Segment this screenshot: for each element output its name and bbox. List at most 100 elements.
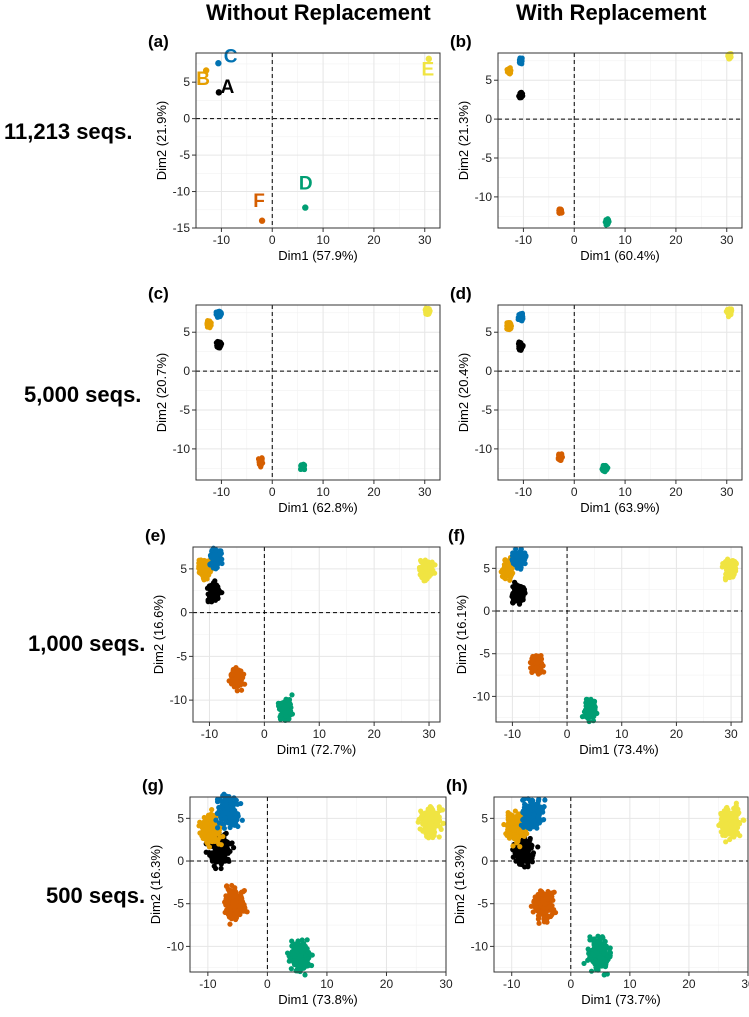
cluster-E (425, 55, 433, 63)
panel-label: (g) (142, 776, 164, 795)
x-tick-label: 20 (670, 727, 684, 741)
data-point-B (524, 831, 530, 837)
y-tick-label: 0 (485, 364, 492, 378)
y-tick-label: 5 (177, 811, 184, 825)
data-point-D (598, 936, 604, 942)
data-point-D (602, 957, 608, 963)
x-tick-label: -10 (213, 233, 231, 247)
y-tick-label: -15 (173, 221, 191, 235)
data-point-A (520, 850, 527, 857)
data-point-D (284, 697, 290, 703)
cluster-C (515, 310, 526, 324)
data-point-C (524, 803, 530, 809)
y-tick-label: 0 (183, 364, 190, 378)
plot-border (195, 304, 441, 481)
cluster-D (579, 696, 600, 725)
data-point-A (204, 585, 211, 591)
plot-border (192, 546, 441, 723)
data-point-B (206, 844, 213, 850)
data-point-F (229, 882, 235, 889)
column-header-with-replacement: With Replacement (516, 0, 707, 25)
data-point-E (725, 567, 731, 573)
cluster-C (516, 55, 525, 67)
data-point-D (591, 698, 598, 705)
data-point-C (535, 808, 542, 814)
data-point-D (601, 972, 607, 978)
y-tick-label: 0 (177, 854, 184, 868)
data-point-B (218, 842, 224, 848)
data-point-D (601, 951, 607, 957)
data-point-E (721, 810, 727, 816)
x-tick-label: -10 (515, 485, 533, 499)
x-axis-title: Dim1 (72.7%) (277, 742, 356, 757)
x-tick-label: 10 (618, 233, 632, 247)
data-point-A (513, 594, 519, 600)
data-point-A (525, 846, 531, 852)
y-tick-label: -5 (479, 647, 490, 661)
panel-label: (e) (145, 526, 166, 545)
x-tick-label: 20 (380, 977, 394, 991)
cluster-C (213, 308, 224, 320)
data-point-D (302, 961, 308, 967)
data-point-B (512, 834, 518, 840)
x-tick-label: -10 (515, 233, 533, 247)
data-point-E (719, 818, 725, 824)
y-tick-label: 5 (485, 325, 492, 339)
data-point-A (215, 89, 223, 96)
x-tick-label: 10 (316, 485, 330, 499)
x-tick-label: 10 (313, 727, 327, 741)
y-tick-label: 5 (183, 325, 190, 339)
x-tick-label: 20 (669, 233, 683, 247)
cluster-E (719, 556, 739, 583)
y-tick-label: 0 (483, 604, 490, 618)
data-point-D (593, 960, 599, 966)
data-point-C (215, 60, 222, 67)
data-point-A (525, 860, 531, 866)
x-tick-label: 20 (367, 485, 381, 499)
data-point-D (587, 937, 593, 943)
data-point-C (229, 818, 235, 825)
data-point-F (238, 674, 244, 680)
data-point-F (238, 687, 245, 693)
cluster-E (422, 305, 433, 318)
cluster-F (226, 665, 248, 694)
data-point-D (296, 963, 303, 970)
data-point-D (301, 945, 307, 952)
row-label-500: 500 seqs. (46, 883, 146, 908)
cluster-C (207, 545, 225, 572)
y-tick-label: 5 (183, 75, 190, 89)
cluster-A (204, 578, 225, 605)
data-point-E (723, 805, 729, 811)
data-point-B (203, 563, 209, 569)
cluster-D (297, 461, 308, 473)
y-tick-label: -10 (167, 939, 185, 953)
y-tick-label: -5 (179, 148, 190, 162)
data-point-C (213, 817, 219, 823)
data-point-C (527, 799, 534, 805)
data-point-D (586, 709, 592, 715)
x-tick-label: 30 (724, 727, 738, 741)
data-point-D (301, 940, 307, 947)
x-axis-title: Dim1 (63.9%) (580, 500, 659, 515)
data-point-F (551, 889, 557, 895)
y-tick-label: -10 (173, 185, 191, 199)
cluster-B (504, 319, 515, 333)
data-point-B (506, 832, 513, 839)
data-point-E (727, 56, 733, 62)
data-point-D (302, 972, 308, 978)
data-point-F (230, 668, 236, 674)
data-point-C (536, 815, 542, 821)
data-point-F (227, 921, 233, 927)
y-tick-label: -10 (173, 442, 191, 456)
x-tick-label: 10 (320, 977, 334, 991)
data-point-C (513, 553, 519, 559)
data-point-E (417, 826, 423, 832)
data-point-B (202, 568, 208, 575)
data-point-F (239, 899, 246, 905)
data-point-D (289, 711, 296, 717)
cluster-F (528, 888, 559, 926)
cluster-A (516, 89, 526, 101)
data-point-B (507, 71, 513, 77)
